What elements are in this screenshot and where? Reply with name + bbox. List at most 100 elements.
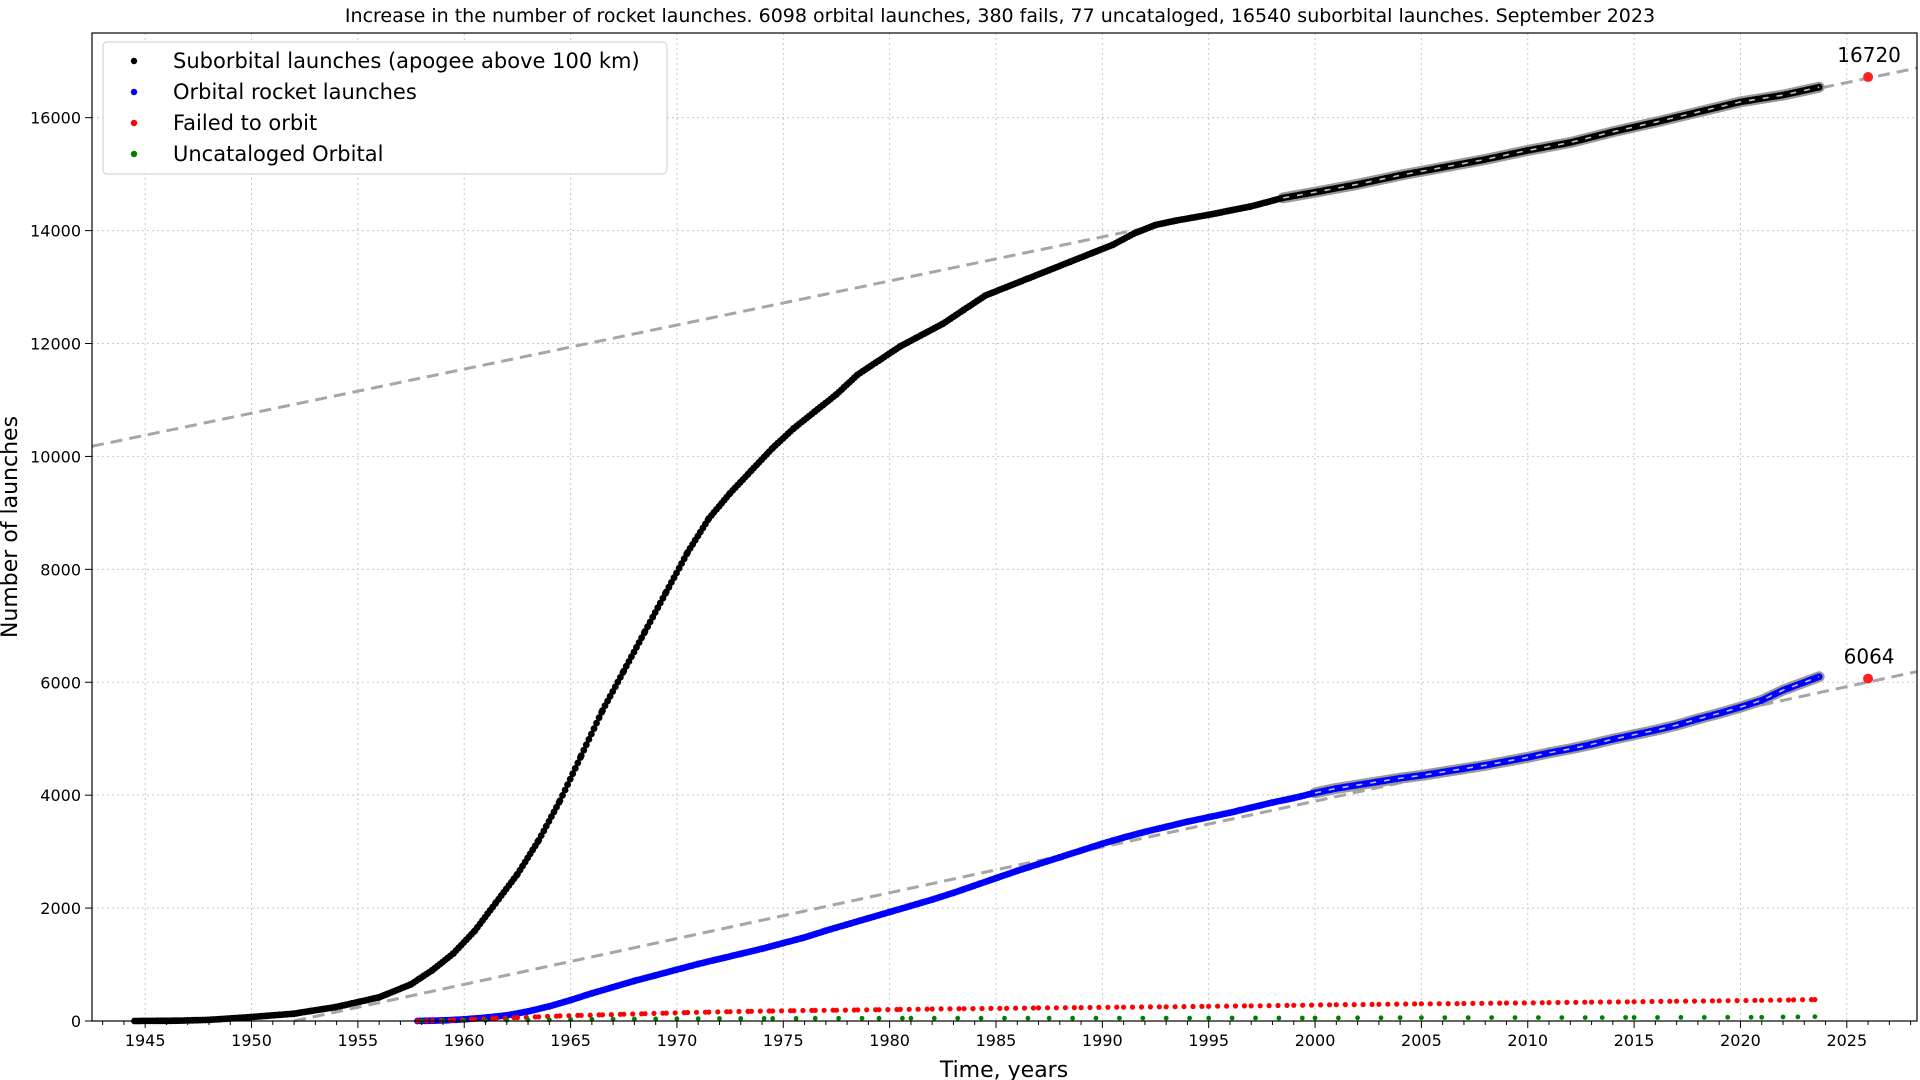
data-point-failed — [1667, 998, 1673, 1004]
legend-marker-orbital — [130, 88, 138, 96]
projection-label-suborbital: 16720 — [1837, 43, 1901, 67]
y-tick-label: 14000 — [30, 222, 81, 241]
data-point-uncataloged — [1163, 1015, 1169, 1021]
data-point-uncataloged — [1336, 1015, 1341, 1021]
data-point-uncataloged — [859, 1015, 865, 1021]
data-point-suborbital — [556, 797, 564, 805]
y-tick-label: 12000 — [30, 335, 81, 354]
data-point-failed — [608, 1012, 615, 1018]
data-point-suborbital — [574, 759, 582, 767]
plot-frame — [91, 32, 1918, 1022]
data-point-uncataloged — [876, 1015, 882, 1021]
data-point-failed — [1035, 1005, 1042, 1011]
data-point-uncataloged — [836, 1015, 841, 1021]
data-point-failed — [1546, 1000, 1552, 1006]
data-point-failed — [1156, 1004, 1162, 1010]
series-failed — [414, 996, 1818, 1024]
data-point-failed — [1394, 1001, 1400, 1007]
data-point-failed — [1147, 1004, 1153, 1010]
data-point-failed — [1658, 998, 1664, 1005]
data-point-failed — [1342, 1002, 1348, 1008]
data-point-failed — [1385, 1001, 1391, 1007]
data-point-suborbital — [588, 730, 595, 738]
data-point-failed — [1241, 1003, 1247, 1009]
data-point-failed — [997, 1005, 1003, 1012]
data-point-suborbital — [590, 725, 598, 732]
legend-label-uncataloged: Uncataloged Orbital — [173, 142, 383, 166]
data-point-uncataloged — [1312, 1015, 1318, 1021]
data-point-uncataloged — [1655, 1015, 1660, 1020]
data-point-suborbital — [566, 775, 574, 783]
data-point-failed — [1333, 1002, 1339, 1008]
data-point-failed — [1734, 998, 1740, 1004]
x-tick-label: 2005 — [1401, 1031, 1442, 1050]
data-point-failed — [855, 1007, 861, 1013]
x-tick-label: 1995 — [1188, 1031, 1229, 1050]
data-point-failed — [1700, 998, 1706, 1004]
x-tick-label: 1980 — [869, 1031, 910, 1050]
data-point-failed — [1030, 1005, 1036, 1011]
data-point-failed — [1631, 999, 1637, 1005]
data-point-failed — [1376, 1001, 1382, 1007]
data-point-uncataloged — [1070, 1015, 1075, 1021]
x-tick-label: 2025 — [1826, 1031, 1867, 1050]
data-point-failed — [566, 1013, 572, 1019]
data-point-failed — [1427, 1001, 1433, 1007]
data-point-uncataloged — [1599, 1015, 1605, 1020]
data-point-failed — [779, 1008, 785, 1014]
data-point-failed — [1105, 1004, 1111, 1010]
data-point-failed — [864, 1007, 870, 1013]
x-tick-label: 1955 — [338, 1031, 379, 1050]
data-point-failed — [1053, 1005, 1059, 1011]
data-point-failed — [1564, 999, 1570, 1006]
data-point-failed — [736, 1008, 742, 1015]
data-point-failed — [1785, 997, 1792, 1003]
x-tick-label: 2000 — [1295, 1031, 1336, 1050]
data-point-failed — [915, 1006, 921, 1012]
legend-label-failed: Failed to orbit — [173, 111, 317, 135]
x-tick-label: 1985 — [976, 1031, 1017, 1050]
data-point-failed — [672, 1010, 678, 1016]
x-tick-label: 1960 — [444, 1031, 485, 1050]
data-point-failed — [587, 1012, 593, 1018]
series-uncataloged — [419, 1014, 1818, 1024]
data-point-uncataloged — [1812, 1014, 1818, 1020]
data-point-uncataloged — [674, 1016, 680, 1022]
data-point-failed — [727, 1009, 733, 1015]
data-point-failed — [748, 1008, 755, 1014]
data-point-failed — [1129, 1004, 1136, 1010]
data-point-uncataloged — [793, 1016, 799, 1021]
data-point-failed — [833, 1007, 840, 1013]
data-point-failed — [1582, 999, 1588, 1005]
x-tick-label: 1990 — [1082, 1031, 1123, 1050]
data-point-uncataloged — [1206, 1015, 1212, 1021]
data-point-failed — [1640, 999, 1646, 1005]
data-point-failed — [451, 1017, 457, 1023]
legend-marker-failed — [130, 119, 138, 127]
data-point-failed — [1206, 1003, 1212, 1009]
data-point-uncataloged — [1701, 1015, 1707, 1020]
data-point-uncataloged — [717, 1016, 722, 1021]
data-point-failed — [1232, 1003, 1239, 1009]
data-point-failed — [1172, 1004, 1178, 1010]
data-point-failed — [621, 1011, 627, 1017]
data-point-failed — [1777, 997, 1783, 1003]
data-point-failed — [536, 1014, 542, 1020]
data-point-failed — [988, 1005, 994, 1012]
data-point-uncataloged — [908, 1015, 914, 1021]
data-point-uncataloged — [653, 1016, 659, 1022]
data-point-uncataloged — [770, 1016, 776, 1021]
data-point-failed — [1461, 1000, 1467, 1007]
series-dash-suborbital — [1283, 86, 1820, 199]
data-point-uncataloged — [1780, 1014, 1786, 1020]
data-point-failed — [514, 1015, 521, 1021]
data-point-failed — [1555, 999, 1561, 1006]
data-point-failed — [906, 1006, 912, 1012]
series-halo-orbital — [1309, 671, 1825, 799]
data-point-failed — [1539, 1000, 1545, 1006]
data-point-failed — [1369, 1001, 1375, 1008]
data-series — [131, 81, 1825, 1025]
data-point-failed — [630, 1011, 636, 1017]
data-point-failed — [1470, 1000, 1476, 1007]
